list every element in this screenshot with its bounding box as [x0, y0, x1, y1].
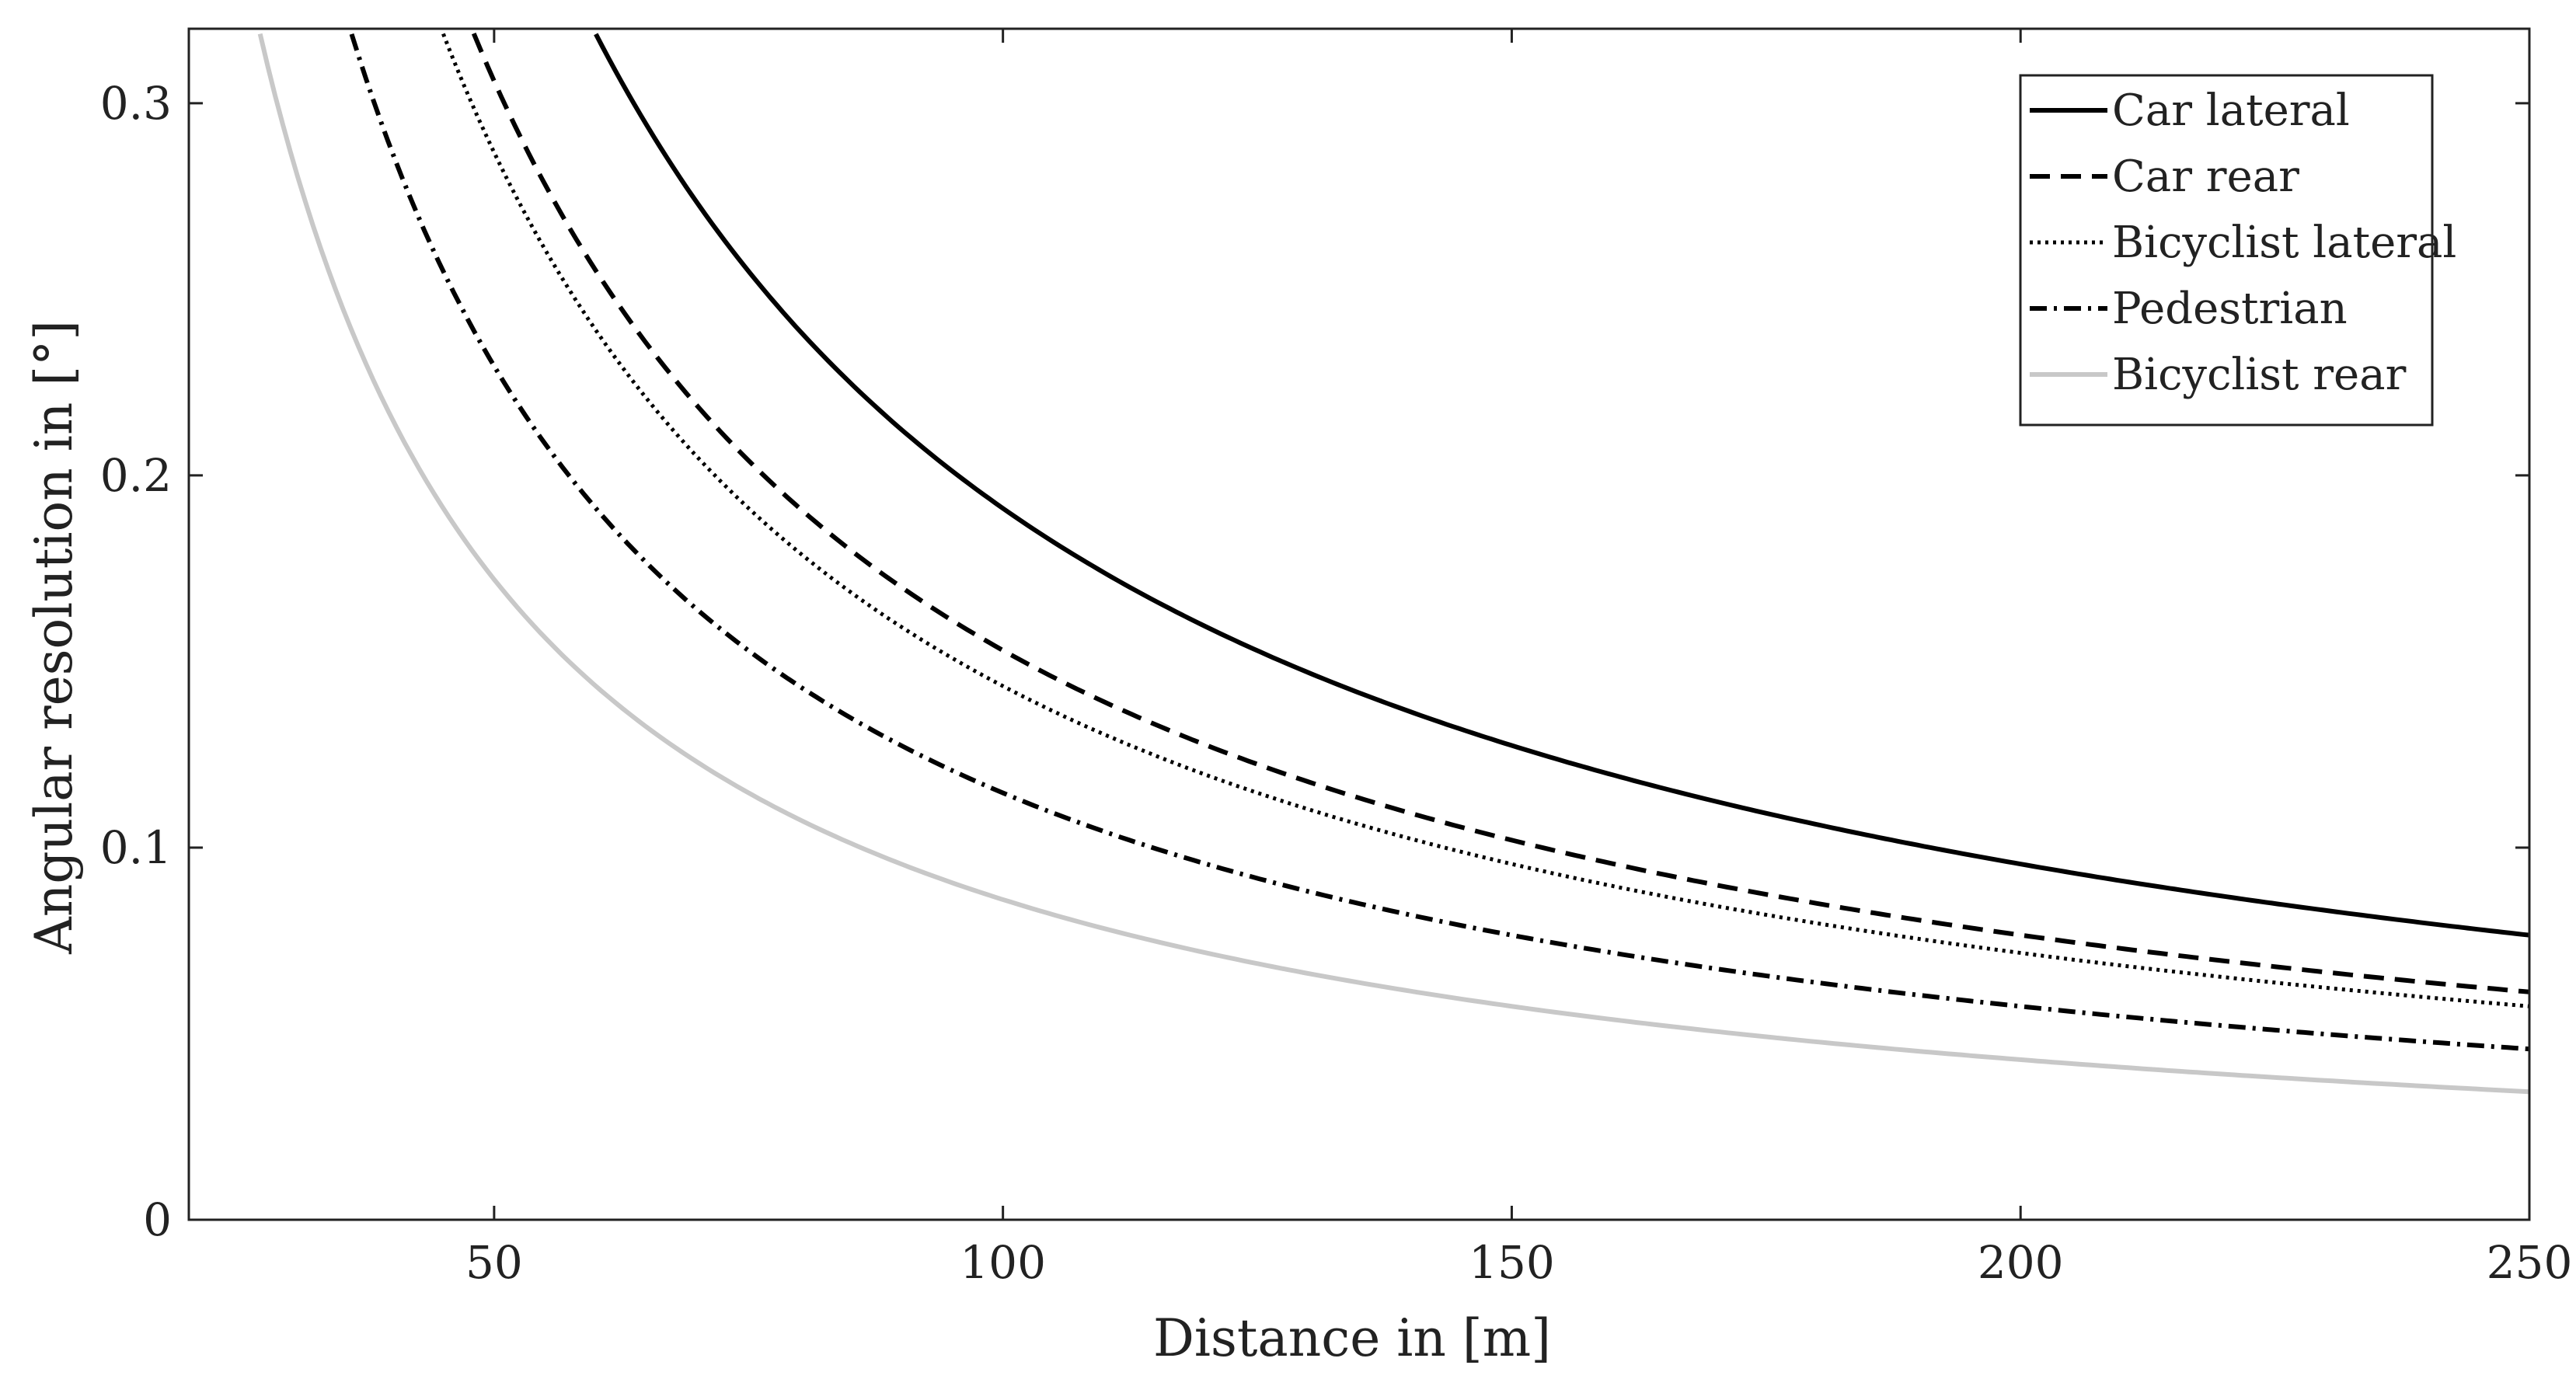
legend-label-car-lateral: Car lateral — [2112, 85, 2350, 136]
plot-frame — [187, 27, 2531, 1221]
axes-layer: 50 100 150 200 250 0 0.1 0.2 0.3 — [100, 27, 2573, 1289]
legend-label-pedestrian: Pedestrian — [2112, 284, 2348, 334]
legend-box — [2019, 74, 2434, 427]
series-line-bicyclist-rear — [257, 33, 2529, 1095]
x-tick-label: 200 — [1978, 1236, 2064, 1289]
legend: Car lateral Car rear Bicyclist lateral Pede… — [2019, 74, 2456, 427]
legend-label-bicyclist-lateral: Bicyclist lateral — [2112, 218, 2456, 268]
x-tick-label: 150 — [1469, 1236, 1555, 1289]
x-tick-label: 250 — [2487, 1236, 2573, 1289]
y-tick-label: 0.3 — [100, 77, 172, 130]
series-line-pedestrian — [349, 33, 2529, 1052]
y-tick-label: 0.1 — [100, 821, 172, 874]
legend-label-bicyclist-rear: Bicyclist rear — [2112, 350, 2407, 400]
series-layer — [257, 32, 2529, 1095]
x-axis-label: Distance in [m] — [1153, 1308, 1551, 1368]
legend-label-car-rear: Car rear — [2112, 151, 2299, 202]
y-axis-label: Angular resolution in [°] — [24, 320, 84, 955]
y-tick-label: 0 — [143, 1193, 172, 1246]
x-tick-label: 100 — [960, 1236, 1046, 1289]
series-line-bicyclist-lateral — [441, 33, 2529, 1008]
series-line-car-lateral — [594, 33, 2529, 938]
x-tick-label: 50 — [465, 1236, 523, 1289]
y-tick-label: 0.2 — [100, 449, 172, 502]
series-line-car-rear — [471, 32, 2529, 994]
